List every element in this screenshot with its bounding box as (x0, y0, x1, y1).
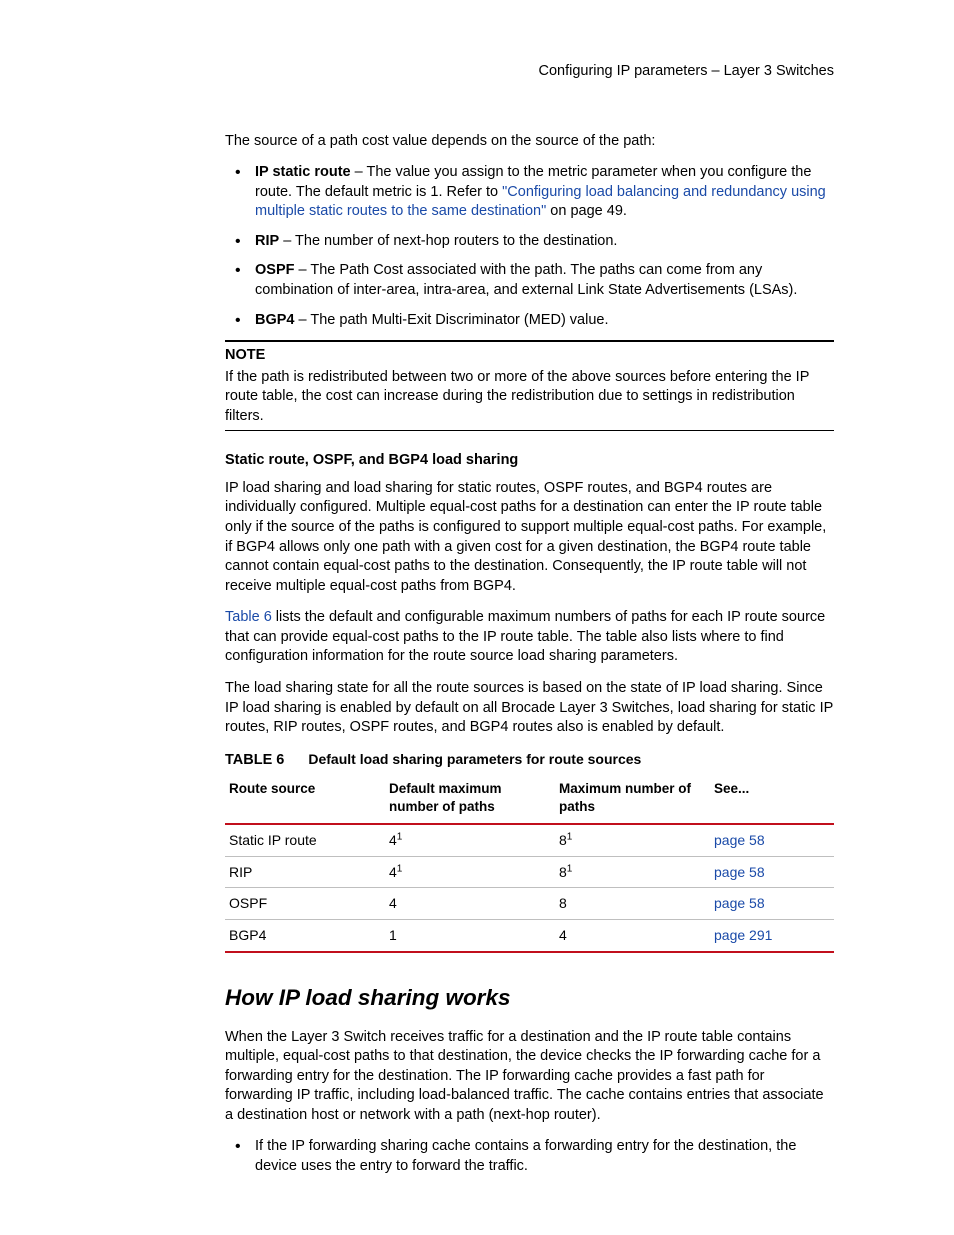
list-item: OSPF – The Path Cost associated with the… (225, 261, 834, 300)
table-row: RIP 41 81 page 58 (225, 856, 834, 888)
cell-see: page 291 (710, 920, 834, 952)
paragraph: Table 6 lists the default and configurab… (225, 608, 834, 667)
note-title: NOTE (225, 346, 834, 366)
breadcrumb: Configuring IP parameters – Layer 3 Swit… (538, 63, 834, 79)
bullet-list-works: If the IP forwarding sharing cache conta… (225, 1137, 834, 1176)
column-header: See... (710, 774, 834, 823)
divider (225, 340, 834, 342)
cell-source: OSPF (225, 888, 385, 920)
page-ref-link[interactable]: page 58 (714, 832, 765, 848)
bullet-text: If the IP forwarding sharing cache conta… (255, 1138, 796, 1174)
table-row: Static IP route 41 81 page 58 (225, 824, 834, 856)
document-page: Configuring IP parameters – Layer 3 Swit… (0, 0, 954, 1235)
page-ref-link[interactable]: page 58 (714, 895, 765, 911)
table-caption: TABLE 6 Default load sharing parameters f… (225, 750, 834, 771)
cell-max: 8 (555, 888, 710, 920)
paragraph: The load sharing state for all the route… (225, 679, 834, 738)
table-header-row: Route source Default maximum number of p… (225, 774, 834, 823)
column-header: Route source (225, 774, 385, 823)
cell-source: Static IP route (225, 824, 385, 856)
table-caption-text: Default load sharing parameters for rout… (308, 751, 641, 767)
cell-source: RIP (225, 856, 385, 888)
bullet-lead: IP static route (255, 164, 351, 180)
column-header: Default maximum number of paths (385, 774, 555, 823)
paragraph-text: lists the default and configurable maxim… (225, 609, 825, 664)
cell-see: page 58 (710, 888, 834, 920)
page-ref-link[interactable]: page 291 (714, 927, 772, 943)
table-row: OSPF 4 8 page 58 (225, 888, 834, 920)
cell-default: 1 (385, 920, 555, 952)
divider (225, 430, 834, 431)
bullet-lead: OSPF (255, 262, 294, 278)
list-item: BGP4 – The path Multi-Exit Discriminator… (225, 311, 834, 331)
cell-default: 41 (385, 824, 555, 856)
list-item: IP static route – The value you assign t… (225, 163, 834, 222)
cell-source: BGP4 (225, 920, 385, 952)
bullet-text: – The number of next-hop routers to the … (279, 233, 617, 249)
note-body: If the path is redistributed between two… (225, 368, 834, 427)
cell-default: 41 (385, 856, 555, 888)
table-ref-link[interactable]: Table 6 (225, 609, 272, 625)
load-sharing-table: Route source Default maximum number of p… (225, 774, 834, 953)
bullet-list-sources: IP static route – The value you assign t… (225, 163, 834, 330)
page-ref-link[interactable]: page 58 (714, 864, 765, 880)
cell-see: page 58 (710, 824, 834, 856)
list-item: RIP – The number of next-hop routers to … (225, 232, 834, 252)
bullet-lead: RIP (255, 233, 279, 249)
table-row: BGP4 1 4 page 291 (225, 920, 834, 952)
cell-max: 81 (555, 856, 710, 888)
paragraph: When the Layer 3 Switch receives traffic… (225, 1028, 834, 1126)
intro-text: The source of a path cost value depends … (225, 132, 834, 152)
bullet-text: – The path Multi-Exit Discriminator (MED… (295, 312, 609, 328)
bullet-text-tail: on page 49. (546, 203, 627, 219)
bullet-text: – The Path Cost associated with the path… (255, 262, 797, 298)
cell-default: 4 (385, 888, 555, 920)
cell-max: 4 (555, 920, 710, 952)
cell-max: 81 (555, 824, 710, 856)
table-wrapper: TABLE 6 Default load sharing parameters f… (225, 750, 834, 954)
subheading: Static route, OSPF, and BGP4 load sharin… (225, 451, 834, 471)
bullet-lead: BGP4 (255, 312, 295, 328)
section-heading: How IP load sharing works (225, 983, 834, 1013)
page-header: Configuring IP parameters – Layer 3 Swit… (225, 62, 834, 82)
table-label: TABLE 6 (225, 752, 284, 768)
paragraph: IP load sharing and load sharing for sta… (225, 479, 834, 596)
column-header: Maximum number of paths (555, 774, 710, 823)
cell-see: page 58 (710, 856, 834, 888)
list-item: If the IP forwarding sharing cache conta… (225, 1137, 834, 1176)
